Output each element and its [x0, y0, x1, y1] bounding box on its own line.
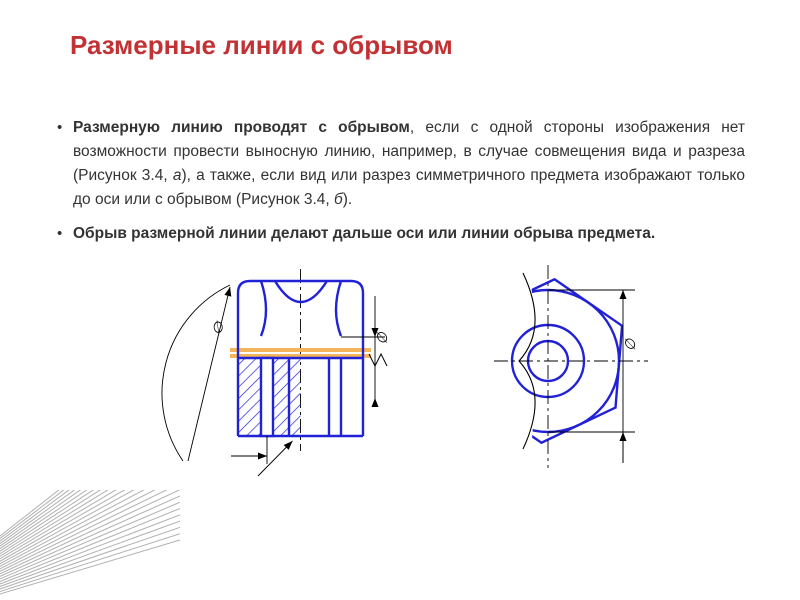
bullet-2: Обрыв размерной линии делают дальше оси … — [55, 222, 745, 246]
svg-text:∅: ∅ — [207, 318, 228, 338]
figure-a: ∅∅ — [143, 256, 398, 486]
corner-decoration — [0, 490, 180, 600]
svg-text:∅: ∅ — [622, 338, 638, 351]
bullet-1: Размерную линию проводят с обрывом, если… — [55, 116, 745, 212]
svg-text:∅: ∅ — [374, 332, 390, 345]
slide-title: Размерные линии с обрывом — [70, 30, 745, 61]
figure-b: ∅ — [448, 256, 658, 486]
